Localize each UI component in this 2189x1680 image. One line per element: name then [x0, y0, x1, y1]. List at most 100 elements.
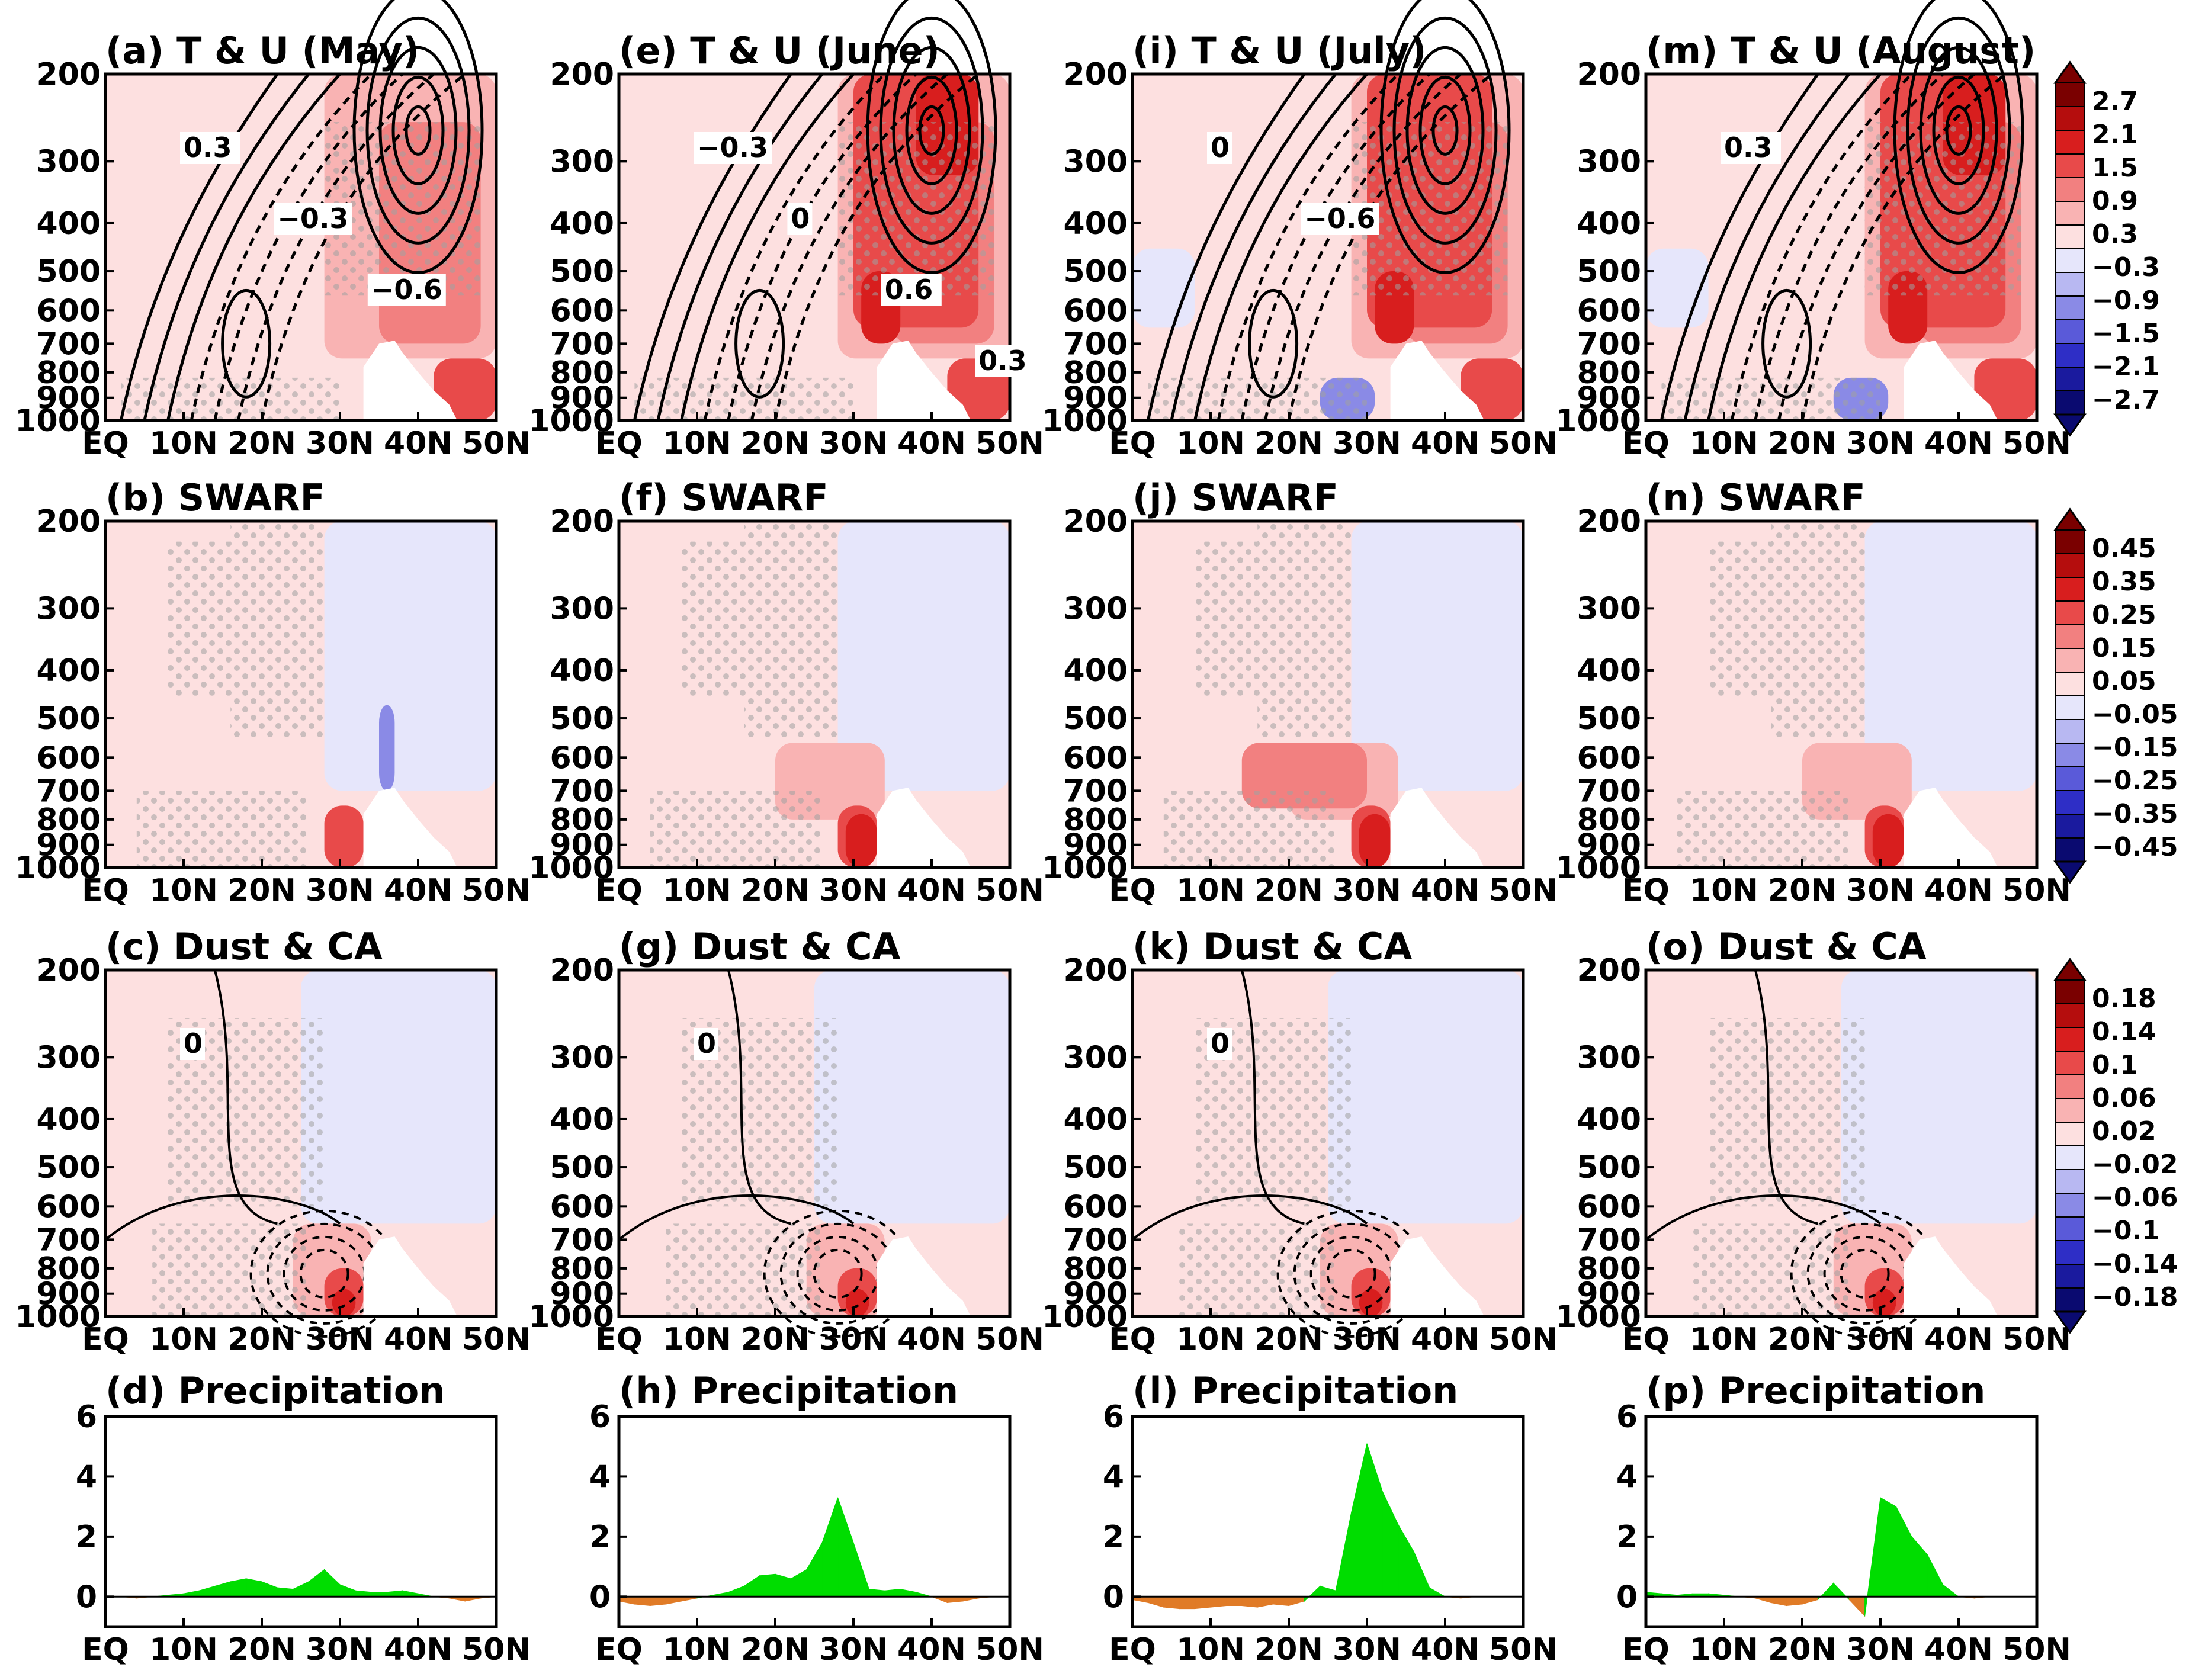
terrain-mask [363, 1236, 457, 1316]
x-tick-label: EQ [1109, 873, 1156, 908]
y-tick-label: 400 [550, 206, 614, 242]
colorbar-label: −2.7 [2092, 385, 2160, 415]
contour-line [866, 0, 997, 274]
y-tick-label: 700 [1063, 326, 1128, 362]
significance-stipple [1708, 1018, 1865, 1207]
y-tick-label: 700 [550, 326, 614, 362]
precip-segment [339, 1584, 356, 1597]
x-tick-label: 10N [663, 1632, 731, 1668]
precip-segment [1366, 1443, 1383, 1597]
terrain-mask [1904, 341, 1998, 420]
plot-frame [617, 519, 1012, 869]
plot-frame [104, 519, 498, 869]
contour-line [1919, 46, 1998, 215]
contour-line [1392, 16, 1498, 245]
colorbar-extend-bottom [2053, 1310, 2087, 1334]
significance-stipple [1677, 791, 1850, 868]
colorbar-label: 2.1 [2092, 120, 2138, 150]
contour-label-bg [1207, 132, 1232, 164]
contour-line [1893, 0, 2024, 274]
contour-line [1683, 73, 1851, 421]
contour-line [299, 1248, 349, 1299]
y-tick-label: 700 [1063, 1222, 1128, 1258]
x-tick-label: 50N [1489, 426, 1558, 461]
y-tick-label: 1000 [1042, 850, 1128, 886]
x-tick-label: 30N [819, 1322, 888, 1357]
x-tick-label: 50N [975, 1322, 1044, 1357]
colorbar-label: 2.7 [2092, 86, 2138, 117]
shading-region [324, 805, 364, 868]
y-tick-label: 600 [36, 740, 101, 776]
y-tick-label: 1000 [15, 1299, 101, 1335]
y-tick-label: 700 [36, 326, 101, 362]
x-tick-label: 40N [1924, 873, 1993, 908]
precip-segment [868, 1589, 885, 1597]
contour-label-bg [1207, 1028, 1232, 1060]
precip-segment [759, 1573, 776, 1597]
y-tick-label: 500 [36, 1150, 101, 1186]
panel-title: (b) SWARF [105, 476, 325, 519]
colorbar-label: 0.3 [2092, 219, 2138, 249]
x-tick-label: 30N [819, 426, 888, 461]
colorbar-label: 0.18 [2092, 984, 2156, 1014]
x-tick-label: 40N [1411, 1632, 1479, 1668]
y-tick-label: 600 [1577, 1189, 1641, 1225]
x-tick-label: 30N [1333, 873, 1401, 908]
precip-segment [1429, 1587, 1446, 1597]
y-tick-label: 800 [550, 355, 614, 391]
y-tick-label: 1000 [1555, 403, 1641, 439]
x-tick-label: 20N [741, 1322, 810, 1357]
y-tick-label: 600 [36, 1189, 101, 1225]
x-tick-label: EQ [595, 1322, 643, 1357]
precip-segment [355, 1590, 372, 1597]
contour-line [190, 73, 373, 421]
contour-line [1418, 75, 1472, 185]
shading-region [1872, 814, 1904, 868]
shading-region [845, 814, 877, 868]
y-tick-label: 1000 [1555, 850, 1641, 886]
colorbar-swatch [2055, 1027, 2085, 1052]
x-tick-label: 50N [975, 1632, 1044, 1668]
y-tick-label: 1000 [528, 403, 614, 439]
contour-label-bg [694, 1028, 718, 1060]
contour-line [1800, 73, 2007, 421]
colorbar-swatch [2055, 1264, 2085, 1289]
y-tick-label: 4 [1616, 1459, 1638, 1495]
panel-title: (d) Precipitation [105, 1369, 445, 1412]
y-tick-label: 500 [1063, 1150, 1128, 1186]
colorbar-swatch [2055, 648, 2085, 673]
x-tick-label: 10N [1690, 426, 1758, 461]
colorbar-swatch [2055, 624, 2085, 649]
y-tick-label: 200 [1063, 953, 1128, 988]
contour-label: 0 [1211, 131, 1230, 163]
precip-segment [1335, 1512, 1352, 1597]
colorbar-swatch [2055, 1122, 2085, 1146]
x-tick-label: 20N [1768, 426, 1837, 461]
x-tick-label: EQ [1622, 1322, 1670, 1357]
contour-label: −0.6 [371, 274, 442, 306]
contour-line [1730, 73, 1913, 421]
contour-line [1193, 73, 1368, 421]
precip-segment [1163, 1596, 1180, 1610]
y-tick-label: 4 [1103, 1459, 1124, 1495]
y-tick-label: 800 [1577, 355, 1641, 391]
significance-stipple [650, 791, 823, 868]
precip-segment [837, 1497, 854, 1597]
precip-segment [214, 1581, 231, 1597]
contour-line [1906, 16, 2011, 245]
plot-frame [617, 72, 1012, 422]
precip-segment [1398, 1523, 1414, 1597]
y-tick-label: 200 [550, 953, 614, 988]
x-tick-label: 40N [384, 426, 452, 461]
colorbar-swatch [2055, 130, 2085, 155]
plot-frame [1131, 519, 1525, 869]
y-tick-label: 800 [1063, 1251, 1128, 1287]
x-tick-label: 30N [306, 1322, 374, 1357]
precip-segment [1848, 1596, 1866, 1617]
y-tick-label: 800 [1063, 355, 1128, 391]
contour-line [1240, 73, 1431, 421]
y-tick-label: 1000 [528, 850, 614, 886]
